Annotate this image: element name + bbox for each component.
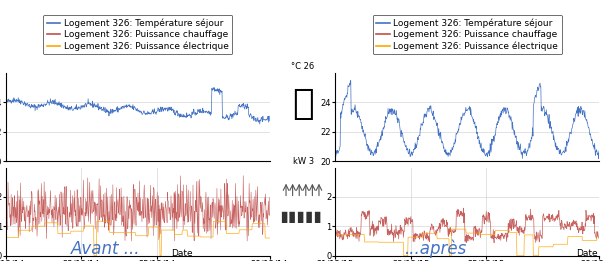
Legend: Logement 326: Température séjour, Logement 326: Puissance chauffage, Logement 32: Logement 326: Température séjour, Logeme… [373,15,562,55]
Text: °C 26: °C 26 [291,62,315,71]
Text: ▋▋▋▋▋: ▋▋▋▋▋ [281,212,324,223]
Text: kW 3: kW 3 [293,157,315,166]
Text: 🌡: 🌡 [292,87,313,121]
Text: Date: Date [576,250,598,258]
Text: Date: Date [171,250,192,258]
Text: Avant ...: Avant ... [71,240,140,258]
Text: ...après: ...après [405,240,466,258]
Legend: Logement 326: Température séjour, Logement 326: Puissance chauffage, Logement 32: Logement 326: Température séjour, Logeme… [43,15,232,55]
